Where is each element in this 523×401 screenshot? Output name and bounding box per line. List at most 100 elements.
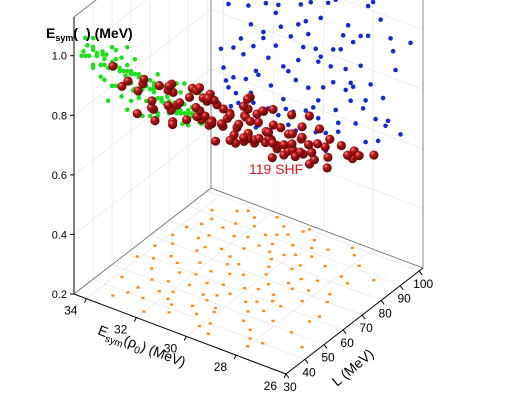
xz-projection-point	[308, 0, 314, 5]
xy-projection-point	[208, 322, 212, 325]
xz-projection-point	[251, 43, 256, 49]
xz-projection-point	[303, 108, 309, 113]
yz-projection-point	[144, 98, 149, 104]
xy-projection-point	[307, 228, 312, 231]
data-point	[139, 74, 149, 84]
yz-projection-point	[185, 108, 191, 113]
data-point	[191, 102, 201, 113]
data-point	[225, 110, 235, 120]
xy-projection-point	[135, 255, 139, 258]
x-tick-mark	[183, 336, 187, 341]
xy-projection-point	[111, 294, 115, 297]
xy-projection-point	[282, 253, 286, 257]
yz-projection-point	[102, 62, 107, 68]
xz-projection-point	[333, 107, 339, 113]
yz-projection-point	[113, 83, 119, 89]
xz-projection-point	[358, 63, 363, 69]
xy-projection-point	[150, 278, 154, 281]
xy-projection-point	[246, 310, 250, 313]
xz-projection-point	[248, 22, 254, 27]
xy-projection-point	[301, 230, 305, 233]
yz-projection-point	[83, 35, 88, 41]
annotation-label: 119 SHF	[249, 161, 303, 177]
xy-projection-point	[271, 293, 275, 296]
xy-projection-point	[169, 254, 173, 258]
xy-projection-point	[293, 253, 297, 257]
xz-projection-point	[256, 72, 261, 78]
xy-projection-point	[357, 264, 361, 267]
axis-frame	[70, 0, 424, 379]
xy-projection-point	[209, 270, 213, 273]
data-point	[268, 138, 278, 148]
xz-projection-point	[268, 83, 274, 88]
data-point	[203, 93, 213, 103]
x-tick-mark	[84, 298, 87, 303]
xz-projection-point	[313, 46, 319, 52]
data-point	[287, 129, 297, 139]
xy-projection-point	[266, 282, 271, 286]
xy-projection-point	[325, 300, 329, 304]
data-point	[117, 81, 127, 92]
xy-projection-point	[286, 233, 290, 236]
data-point	[154, 81, 164, 91]
xz-projection-point	[393, 67, 398, 73]
data-point	[123, 76, 133, 86]
xy-projection-point	[279, 305, 283, 308]
y-tick-mark	[380, 300, 385, 305]
xz-projection-point	[305, 31, 311, 37]
data-point	[369, 150, 379, 160]
yz-projection-point	[98, 62, 103, 68]
xz-projection-point	[303, 18, 309, 24]
xy-projection-point	[197, 324, 202, 328]
xy-projection-point	[219, 247, 223, 251]
xy-projection-point	[245, 345, 250, 348]
xy-projection-point	[339, 275, 343, 278]
yz-projection-point	[90, 44, 96, 50]
xy-projection-point	[178, 271, 182, 274]
data-point	[245, 116, 255, 126]
x-tick-label: 28	[214, 360, 228, 374]
xy-projection-point	[300, 300, 304, 303]
xz-projection-point	[281, 64, 286, 69]
xz-projection-point	[286, 68, 291, 74]
xz-projection-point	[253, 68, 259, 74]
data-point	[287, 110, 297, 120]
xz-projection-point	[241, 51, 246, 57]
yz-projection-point	[94, 53, 100, 59]
floor-grid-y	[207, 190, 420, 272]
xy-projection-point	[210, 209, 214, 212]
xz-projection-point	[295, 22, 301, 27]
data-point	[287, 139, 297, 149]
y-tick-label: 60	[340, 336, 354, 350]
yz-projection-point	[136, 95, 141, 101]
xz-projection-point	[373, 116, 378, 122]
xz-projection-point	[263, 0, 269, 6]
data-point	[216, 119, 226, 129]
xy-projection-point	[252, 216, 257, 219]
x-tick-mark	[283, 373, 287, 379]
xz-projection-point	[338, 46, 343, 52]
xz-projection-point	[251, 100, 256, 106]
xz-projection-point	[350, 84, 356, 90]
xz-projection-point	[243, 76, 249, 82]
data-point	[108, 61, 118, 71]
yz-projection-point	[128, 68, 134, 74]
xz-projection-point	[305, 85, 311, 90]
x-tick-mark	[233, 354, 237, 360]
data-point	[167, 119, 178, 130]
xy-projection-point	[306, 289, 311, 292]
data-point	[150, 116, 160, 126]
yz-projection-point	[182, 81, 187, 86]
grid-lines	[73, 0, 424, 375]
data-point	[238, 133, 249, 143]
xz-projection-point	[218, 46, 224, 52]
xz-projection-point	[370, 0, 376, 5]
data-point	[276, 122, 286, 133]
xz-projection-point	[385, 118, 391, 124]
xz-projection-point	[286, 122, 291, 128]
yz-projection-point	[98, 74, 103, 80]
xy-projection-point	[307, 320, 311, 323]
xy-projection-point	[171, 233, 175, 237]
xz-projection-point	[408, 40, 413, 46]
